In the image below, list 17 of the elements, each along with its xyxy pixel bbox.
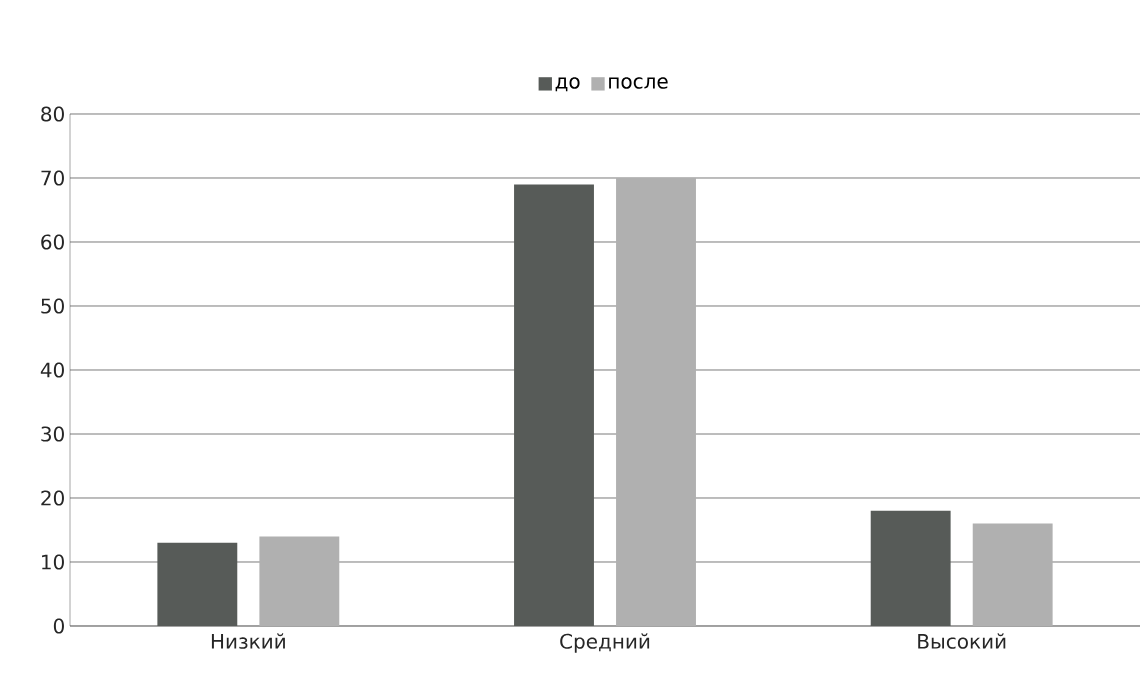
- y-tick-label: 20: [41, 490, 64, 506]
- y-tick-label: 0: [53, 618, 64, 634]
- y-tick-label: 70: [41, 170, 64, 186]
- y-tick-label: 40: [40, 362, 64, 378]
- y-tick-label: 80: [41, 106, 64, 122]
- y-tick-label: 50: [41, 298, 64, 314]
- legend-label: до: [555, 77, 580, 92]
- y-tick-label: 10: [42, 554, 64, 570]
- legend-label: после: [609, 77, 668, 89]
- y-tick-label: 30: [41, 426, 64, 442]
- x-tick-label: Высокий: [918, 633, 1006, 649]
- bar: [616, 178, 696, 626]
- bar: [972, 523, 1053, 626]
- x-tick-label: Низкий: [211, 633, 285, 649]
- x-tick-label: Средний: [560, 633, 650, 653]
- y-tick-label: 60: [41, 234, 64, 250]
- bar: [259, 536, 340, 626]
